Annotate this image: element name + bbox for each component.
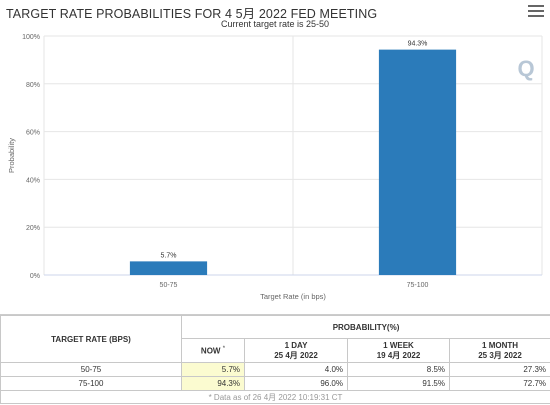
- one-month-value-cell: 72.7%: [450, 377, 550, 391]
- bar-data-label: 5.7%: [161, 252, 177, 259]
- now-value-cell: 94.3%: [182, 377, 245, 391]
- y-axis-title: Probability: [7, 138, 16, 173]
- bar-chart: 0% 20% 40% 60% 80% 100% 5.7% 50-75 94.3% 75-100 Ta…: [0, 0, 550, 310]
- one-day-value-cell: 4.0%: [245, 363, 348, 377]
- x-tick-label: 75-100: [407, 282, 429, 289]
- one-week-column-header: 1 WEEK 19 4月 2022: [348, 339, 450, 363]
- one-month-value-cell: 27.3%: [450, 363, 550, 377]
- now-footnote-mark: *: [223, 346, 225, 352]
- one-month-date: 25 3月 2022: [454, 351, 546, 361]
- hamburger-menu-icon[interactable]: [528, 5, 544, 19]
- target-rate-header: TARGET RATE (BPS): [1, 316, 182, 363]
- one-day-date: 25 4月 2022: [249, 351, 343, 361]
- one-week-label: 1 WEEK: [352, 341, 445, 351]
- y-tick-label: 60%: [26, 130, 40, 137]
- bar: [379, 50, 456, 275]
- probability-header: PROBABILITY(%): [182, 316, 550, 339]
- x-tick-label: 50-75: [160, 282, 178, 289]
- table-row: 50-75 5.7% 4.0% 8.5% 27.3%: [1, 363, 550, 377]
- probability-table-panel: TARGET RATE (BPS) PROBABILITY(%) NOW * 1…: [0, 314, 550, 405]
- rate-cell: 75-100: [1, 377, 182, 391]
- y-tick-label: 80%: [26, 82, 40, 89]
- bar: [130, 261, 207, 275]
- one-day-column-header: 1 DAY 25 4月 2022: [245, 339, 348, 363]
- now-column-header: NOW *: [182, 339, 245, 363]
- one-week-date: 19 4月 2022: [352, 351, 445, 361]
- one-week-value-cell: 91.5%: [348, 377, 450, 391]
- one-week-value-cell: 8.5%: [348, 363, 450, 377]
- table-row: 75-100 94.3% 96.0% 91.5% 72.7%: [1, 377, 550, 391]
- rate-cell: 50-75: [1, 363, 182, 377]
- data-timestamp-footnote: * Data as of 26 4月 2022 10:19:31 CT: [1, 391, 550, 404]
- y-tick-label: 20%: [26, 225, 40, 232]
- one-month-label: 1 MONTH: [454, 341, 546, 351]
- probability-table: TARGET RATE (BPS) PROBABILITY(%) NOW * 1…: [0, 315, 550, 404]
- x-axis-title: Target Rate (in bps): [260, 292, 326, 301]
- now-value-cell: 5.7%: [182, 363, 245, 377]
- one-day-value-cell: 96.0%: [245, 377, 348, 391]
- y-tick-label: 40%: [26, 177, 40, 184]
- chart-subtitle: Current target rate is 25-50: [0, 19, 550, 29]
- chart-panel: 0% 20% 40% 60% 80% 100% 5.7% 50-75 94.3% 75-100 Ta…: [0, 0, 550, 310]
- one-day-label: 1 DAY: [249, 341, 343, 351]
- watermark-logo: Q: [517, 56, 534, 81]
- one-month-column-header: 1 MONTH 25 3月 2022: [450, 339, 550, 363]
- y-tick-label: 0%: [30, 273, 40, 280]
- bar-data-label: 94.3%: [408, 41, 428, 48]
- y-tick-label: 100%: [22, 34, 40, 41]
- now-label: NOW: [201, 347, 221, 356]
